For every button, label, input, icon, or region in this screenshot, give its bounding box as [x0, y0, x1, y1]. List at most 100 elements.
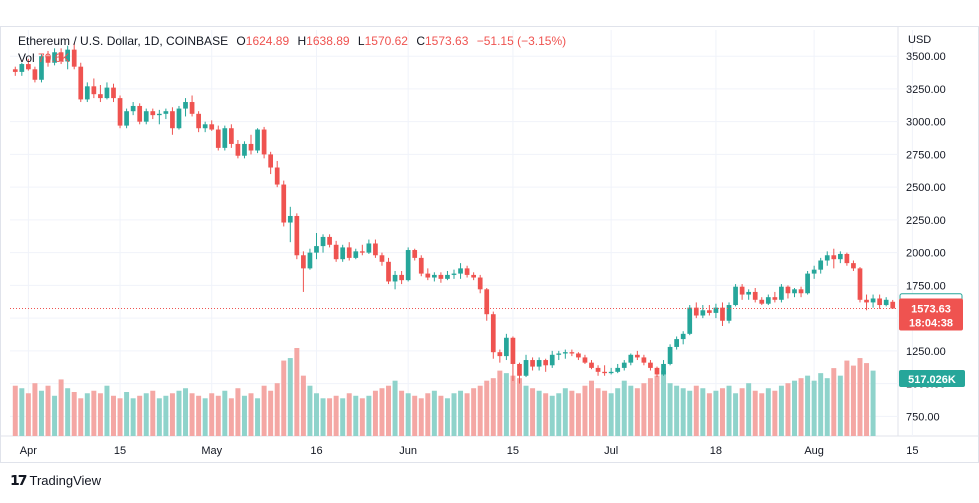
volume-bar — [248, 393, 254, 436]
volume-bar — [353, 395, 359, 436]
volume-bar — [661, 370, 667, 436]
candle-body — [366, 243, 372, 253]
y-tick-label: 2500.00 — [906, 182, 946, 194]
candle-body — [772, 297, 778, 300]
volume-bar — [536, 390, 542, 436]
volume-bar — [844, 360, 850, 436]
volume-bar — [130, 398, 136, 436]
candle-body — [576, 353, 581, 358]
volume-bar — [222, 390, 228, 436]
candle-body — [720, 307, 725, 321]
volume-bar — [333, 395, 339, 436]
volume-bar — [523, 385, 529, 436]
candle-body — [851, 263, 856, 269]
volume-bar — [425, 393, 431, 436]
candle-body — [831, 255, 837, 260]
candle-body — [818, 260, 824, 270]
volume-bar — [778, 385, 784, 436]
volume-bar — [209, 393, 215, 436]
volume-bar — [202, 398, 208, 436]
candle-body — [379, 255, 385, 262]
candle-body — [713, 307, 719, 313]
y-tick-label: 3500.00 — [906, 51, 946, 63]
y-tick-label: 3250.00 — [906, 84, 946, 96]
volume-bar — [497, 370, 503, 436]
candle-body — [654, 367, 660, 375]
candle-body — [71, 49, 77, 67]
volume-bar — [314, 393, 319, 436]
candle-body — [805, 273, 810, 294]
candle-body — [314, 246, 319, 253]
volume-bar — [484, 380, 490, 436]
volume-bar — [700, 388, 706, 436]
x-tick-label: 15 — [507, 445, 519, 457]
volume-bar — [366, 395, 372, 436]
y-tick-label: 2000.00 — [906, 248, 946, 260]
volume-bar — [379, 388, 385, 436]
candle-body — [628, 354, 634, 363]
candle-body — [163, 111, 169, 114]
volume-bar — [628, 385, 634, 436]
candle-body — [215, 129, 221, 148]
candle-body — [91, 86, 97, 95]
volume-bar — [412, 395, 418, 436]
volume-bar — [156, 398, 162, 436]
volume-bar — [150, 390, 156, 436]
candle-body — [19, 64, 25, 72]
change-value: −51.15 (−3.15%) — [476, 34, 567, 48]
volume-bar — [464, 393, 470, 436]
candle-body — [471, 274, 477, 278]
volume-bar — [359, 398, 365, 436]
volume-bar — [634, 388, 640, 436]
volume-bar — [739, 388, 745, 436]
candle-body — [58, 52, 64, 62]
candle-body — [752, 291, 758, 300]
candle-body — [294, 215, 300, 256]
candle-body — [883, 299, 889, 306]
candle-body — [864, 299, 869, 303]
volume-bar — [431, 390, 437, 436]
candle-body — [137, 105, 143, 122]
tradingview-logo[interactable]: 𝟭𝟳 TradingView — [10, 472, 101, 489]
candle-body — [111, 87, 116, 99]
volume-bar — [143, 393, 149, 436]
candle-body — [536, 360, 542, 367]
volume-bar — [477, 385, 483, 436]
volume-bar — [562, 388, 568, 436]
volume-bar — [654, 375, 660, 436]
candle-body — [418, 257, 424, 274]
candle-body — [189, 102, 195, 114]
candle-body — [621, 362, 627, 368]
candle-body — [209, 124, 215, 130]
candle-body — [84, 86, 90, 100]
volume-bar — [602, 390, 608, 436]
volume-bar — [733, 393, 739, 436]
low-label: L — [357, 34, 365, 48]
volume-label: Vol — [18, 51, 35, 65]
candle-body — [45, 56, 51, 63]
candle-body — [281, 184, 287, 223]
currency-label[interactable]: USD — [908, 34, 932, 46]
candle-body — [451, 273, 457, 275]
candle-body — [268, 154, 274, 168]
candle-body — [733, 286, 738, 306]
volume-bar — [176, 390, 182, 436]
candle-body — [582, 357, 588, 363]
volume-bar — [78, 398, 84, 436]
volume-bar — [510, 375, 516, 436]
volume-value: 79.6K — [38, 51, 70, 65]
volume-bar — [52, 395, 58, 436]
y-tick-label: 750.00 — [906, 411, 940, 423]
volume-tag-text: 517.026K — [908, 374, 956, 386]
candle-body — [726, 305, 732, 321]
volume-bar — [281, 360, 287, 436]
candle-body — [674, 339, 679, 347]
candle-body — [504, 337, 509, 357]
volume-bar — [392, 380, 398, 436]
candle-body — [405, 250, 411, 281]
candle-body — [26, 64, 31, 70]
volume-bar — [163, 395, 169, 436]
candle-body — [785, 286, 791, 294]
